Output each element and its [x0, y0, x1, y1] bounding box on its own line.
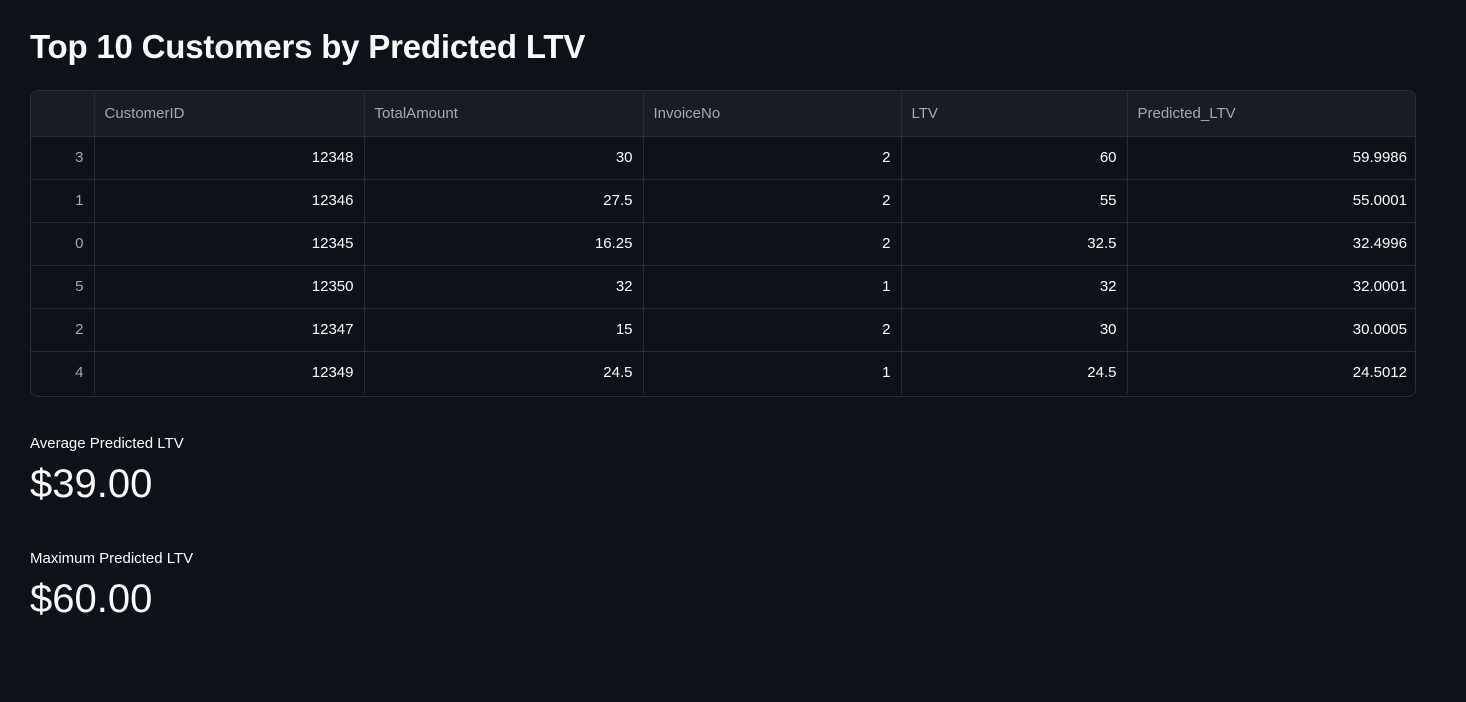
invoiceno-cell[interactable]: 2 — [643, 179, 902, 223]
customerid-cell[interactable]: 12350 — [94, 265, 365, 309]
ltv-cell[interactable]: 30 — [901, 308, 1128, 352]
table-row: 4 12349 24.5 1 24.5 24.5012 — [31, 351, 1415, 394]
row-index-cell[interactable]: 2 — [31, 308, 95, 352]
ltv-cell[interactable]: 32 — [901, 265, 1128, 309]
predicted-ltv-cell[interactable]: 59.9986 — [1127, 136, 1415, 180]
row-index-cell[interactable]: 0 — [31, 222, 95, 266]
table-row: 3 12348 30 2 60 59.9986 — [31, 136, 1415, 180]
metric-value: $39.00 — [30, 462, 153, 506]
metric-average-predicted-ltv: Average Predicted LTV $39.00 — [30, 435, 184, 507]
predicted-ltv-cell[interactable]: 30.0005 — [1127, 308, 1415, 352]
invoiceno-cell[interactable]: 1 — [643, 265, 902, 309]
metric-value: $60.00 — [30, 577, 153, 621]
ltv-cell[interactable]: 24.5 — [901, 351, 1128, 394]
row-index-cell[interactable]: 4 — [31, 351, 95, 394]
totalamount-cell[interactable]: 24.5 — [364, 351, 644, 394]
invoiceno-cell[interactable]: 2 — [643, 308, 902, 352]
ltv-cell[interactable]: 60 — [901, 136, 1128, 180]
ltv-cell[interactable]: 55 — [901, 179, 1128, 223]
predicted-ltv-cell[interactable]: 24.5012 — [1352, 364, 1407, 382]
predicted-ltv-cell[interactable]: 55.0001 — [1127, 179, 1415, 223]
row-index-cell[interactable]: 3 — [31, 136, 95, 180]
header-totalamount[interactable]: TotalAmount — [364, 91, 644, 137]
metric-maximum-predicted-ltv: Maximum Predicted LTV $60.00 — [30, 550, 193, 622]
metric-label: Maximum Predicted LTV — [30, 550, 194, 567]
invoiceno-cell[interactable]: 1 — [643, 351, 902, 394]
header-ltv[interactable]: LTV — [901, 91, 1128, 137]
row-index-cell[interactable]: 5 — [31, 265, 95, 309]
totalamount-cell[interactable]: 16.25 — [364, 222, 644, 266]
ltv-table: CustomerID TotalAmount InvoiceNo LTV Pre… — [31, 91, 1415, 394]
table-header-row: CustomerID TotalAmount InvoiceNo LTV Pre… — [31, 91, 1415, 137]
customerid-cell[interactable]: 12345 — [94, 222, 365, 266]
header-predicted-ltv[interactable]: Predicted_LTV — [1127, 91, 1415, 137]
row-index-cell[interactable]: 1 — [31, 179, 95, 223]
table-row: 2 12347 15 2 30 30.0005 — [31, 308, 1415, 352]
header-invoiceno[interactable]: InvoiceNo — [643, 91, 902, 137]
table-row: 0 12345 16.25 2 32.5 32.4996 — [31, 222, 1415, 266]
totalamount-cell[interactable]: 27.5 — [364, 179, 644, 223]
totalamount-cell[interactable]: 15 — [364, 308, 644, 352]
header-index[interactable] — [31, 91, 95, 137]
predicted-ltv-cell[interactable]: 32.4996 — [1127, 222, 1415, 266]
predicted-ltv-cell[interactable]: 32.0001 — [1127, 265, 1415, 309]
metric-label: Average Predicted LTV — [30, 435, 184, 452]
customerid-cell[interactable]: 12347 — [94, 308, 365, 352]
dataframe-table[interactable]: CustomerID TotalAmount InvoiceNo LTV Pre… — [30, 90, 1416, 397]
header-customerid[interactable]: CustomerID — [94, 91, 365, 137]
page-title: Top 10 Customers by Predicted LTV — [30, 28, 586, 65]
table-row: 1 12346 27.5 2 55 55.0001 — [31, 179, 1415, 223]
customerid-cell[interactable]: 12348 — [94, 136, 365, 180]
table-row: 5 12350 32 1 32 32.0001 — [31, 265, 1415, 309]
totalamount-cell[interactable]: 32 — [364, 265, 644, 309]
ltv-cell[interactable]: 32.5 — [901, 222, 1128, 266]
customerid-cell[interactable]: 12346 — [94, 179, 365, 223]
customerid-cell[interactable]: 12349 — [94, 351, 365, 394]
invoiceno-cell[interactable]: 2 — [643, 222, 902, 266]
totalamount-cell[interactable]: 30 — [364, 136, 644, 180]
invoiceno-cell[interactable]: 2 — [643, 136, 902, 180]
